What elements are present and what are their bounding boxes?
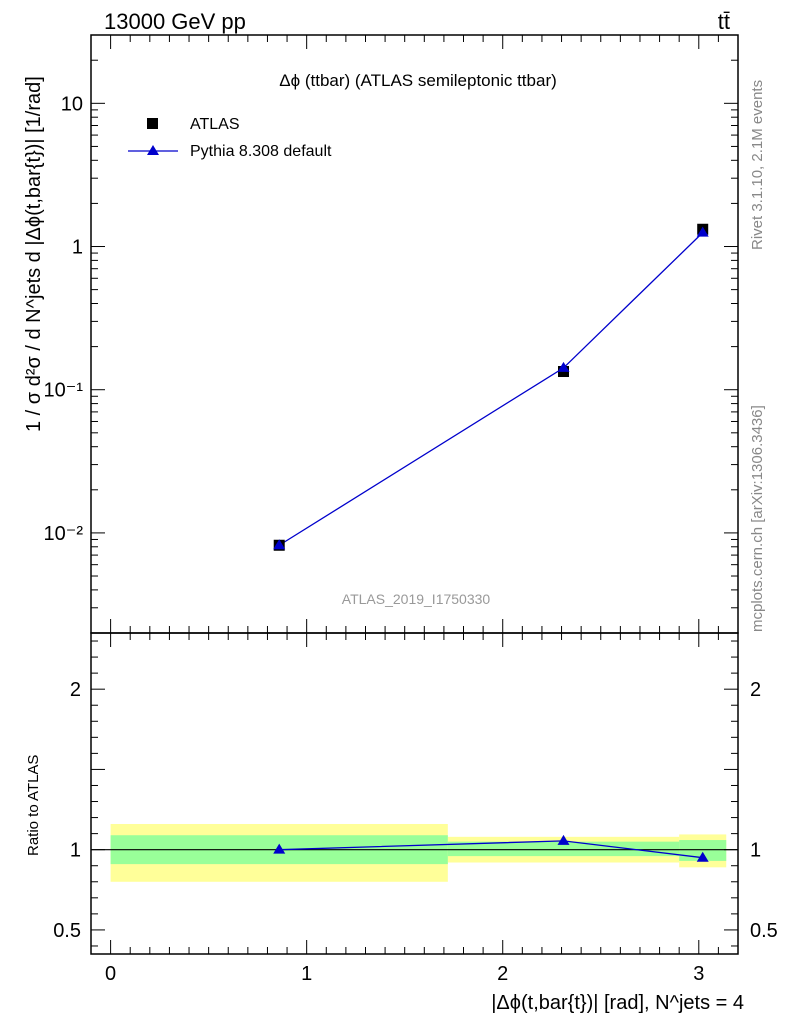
legend: ATLAS Pythia 8.308 default bbox=[128, 116, 332, 160]
header-left: 13000 GeV pp bbox=[104, 9, 246, 34]
watermark: ATLAS_2019_I1750330 bbox=[342, 591, 491, 607]
header-right: tt̄ bbox=[718, 9, 730, 34]
legend-pythia-marker bbox=[147, 145, 159, 155]
pythia-data-point bbox=[696, 226, 709, 237]
ratio-pythia-point bbox=[557, 834, 570, 845]
x-tick-label: 1 bbox=[301, 963, 312, 985]
legend-atlas-label: ATLAS bbox=[190, 116, 240, 133]
ratio-y-tick-label: 1 bbox=[70, 840, 81, 862]
ratio-y-axis-label: Ratio to ATLAS bbox=[25, 755, 42, 856]
main-y-tick-label: 10⁻² bbox=[44, 523, 84, 545]
main-y-tick-label: 1 bbox=[72, 237, 83, 259]
ratio-y-tick-label-right: 0.5 bbox=[750, 920, 778, 942]
pythia-data-point bbox=[557, 361, 570, 372]
main-plot-frame bbox=[90, 34, 739, 634]
main-title: Δϕ (ttbar) (ATLAS semileptonic ttbar) bbox=[279, 71, 557, 90]
x-tick-label: 0 bbox=[105, 963, 116, 985]
ratio-pythia-point bbox=[696, 851, 709, 862]
legend-atlas-marker bbox=[147, 118, 158, 129]
ratio-y-tick-label-right: 2 bbox=[750, 679, 761, 701]
ratio-plot-frame bbox=[90, 632, 739, 955]
uncertainty-band-inner bbox=[447, 841, 680, 857]
main-plot-panel: 10⁻² 10⁻¹ 1 10 Δϕ (ttbar) (ATLAS semilepton… bbox=[23, 34, 739, 634]
ratio-pythia-point bbox=[273, 843, 286, 854]
ratio-y-tick-label: 2 bbox=[70, 679, 81, 701]
main-y-axis-label: 1 / σ d²σ / d N^jets d |Δϕ(t,bar{t})| [1… bbox=[23, 76, 45, 432]
x-tick-label: 2 bbox=[497, 963, 508, 985]
ratio-plot-panel: 0.5 0.5 1 1 2 2 0 1 2 3 Ratio to ATLAS |Δϕ(t,bar{… bbox=[25, 632, 778, 1014]
x-axis-label: |Δϕ(t,bar{t})| [rad], N^jets = 4 bbox=[491, 992, 744, 1014]
source-label: mcplots.cern.ch [arXiv:1306.3436] bbox=[749, 405, 766, 632]
main-y-tick-label: 10 bbox=[61, 93, 83, 115]
legend-pythia-label: Pythia 8.308 default bbox=[190, 143, 332, 160]
x-tick-label: 3 bbox=[693, 963, 704, 985]
pythia-data-point bbox=[273, 539, 286, 550]
ratio-y-tick-label-right: 1 bbox=[750, 840, 761, 862]
rivet-label: Rivet 3.1.10, 2.1M events bbox=[749, 80, 766, 250]
main-y-tick-label: 10⁻¹ bbox=[44, 380, 84, 402]
pythia-line bbox=[278, 232, 704, 546]
ratio-y-tick-label: 0.5 bbox=[53, 920, 81, 942]
